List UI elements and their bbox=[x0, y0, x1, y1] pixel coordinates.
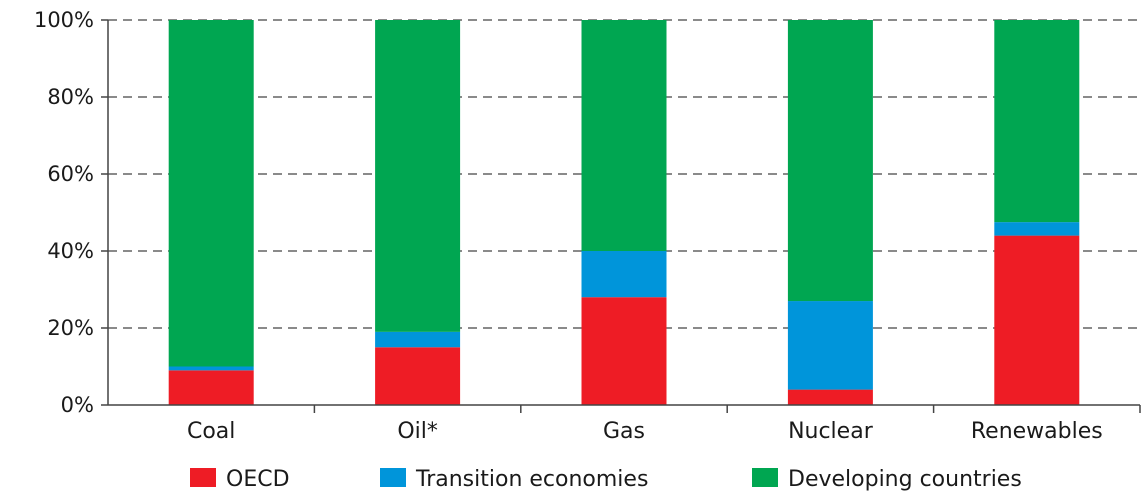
legend: OECD Transition economies Developing count… bbox=[190, 467, 1022, 492]
legend-label: Developing countries bbox=[788, 467, 1022, 492]
legend-swatch bbox=[190, 468, 216, 487]
x-category-label: Oil* bbox=[397, 419, 438, 444]
bar-segment bbox=[168, 370, 254, 405]
x-category-label: Gas bbox=[603, 419, 645, 444]
bar-segment bbox=[994, 235, 1080, 405]
y-tick-label: 100% bbox=[34, 8, 94, 32]
bar-segment bbox=[375, 347, 461, 405]
bar-segment bbox=[787, 20, 873, 302]
legend-swatch bbox=[752, 468, 778, 487]
bar-segment bbox=[375, 331, 461, 348]
y-tick-label: 40% bbox=[47, 239, 94, 263]
x-category-label: Nuclear bbox=[788, 419, 874, 444]
legend-label: Transition economies bbox=[415, 467, 648, 492]
bar-segment bbox=[168, 366, 254, 371]
bar-segment bbox=[994, 20, 1080, 223]
bar-segment bbox=[787, 389, 873, 405]
bar-segment bbox=[994, 222, 1080, 236]
x-axis-ticks: Coal Oil* Gas Nuclear Renewables bbox=[187, 405, 1141, 444]
legend-label: OECD bbox=[226, 467, 290, 492]
axes bbox=[107, 20, 1140, 406]
y-tick-label: 60% bbox=[47, 162, 94, 186]
bar-segment bbox=[787, 301, 873, 390]
bar-segment bbox=[168, 20, 254, 367]
bar-segment bbox=[581, 251, 667, 298]
x-category-label: Renewables bbox=[971, 419, 1103, 444]
legend-swatch bbox=[380, 468, 406, 487]
y-tick-label: 80% bbox=[47, 85, 94, 109]
y-axis-ticks: 0% 20% 40% 60% 80% 100% bbox=[34, 8, 108, 417]
bar-stacks bbox=[168, 20, 1080, 405]
bar-segment bbox=[375, 20, 461, 332]
x-category-label: Coal bbox=[187, 419, 235, 444]
y-tick-label: 20% bbox=[47, 316, 94, 340]
bar-segment bbox=[581, 297, 667, 405]
y-tick-label: 0% bbox=[61, 393, 94, 417]
bar-segment bbox=[581, 20, 667, 251]
